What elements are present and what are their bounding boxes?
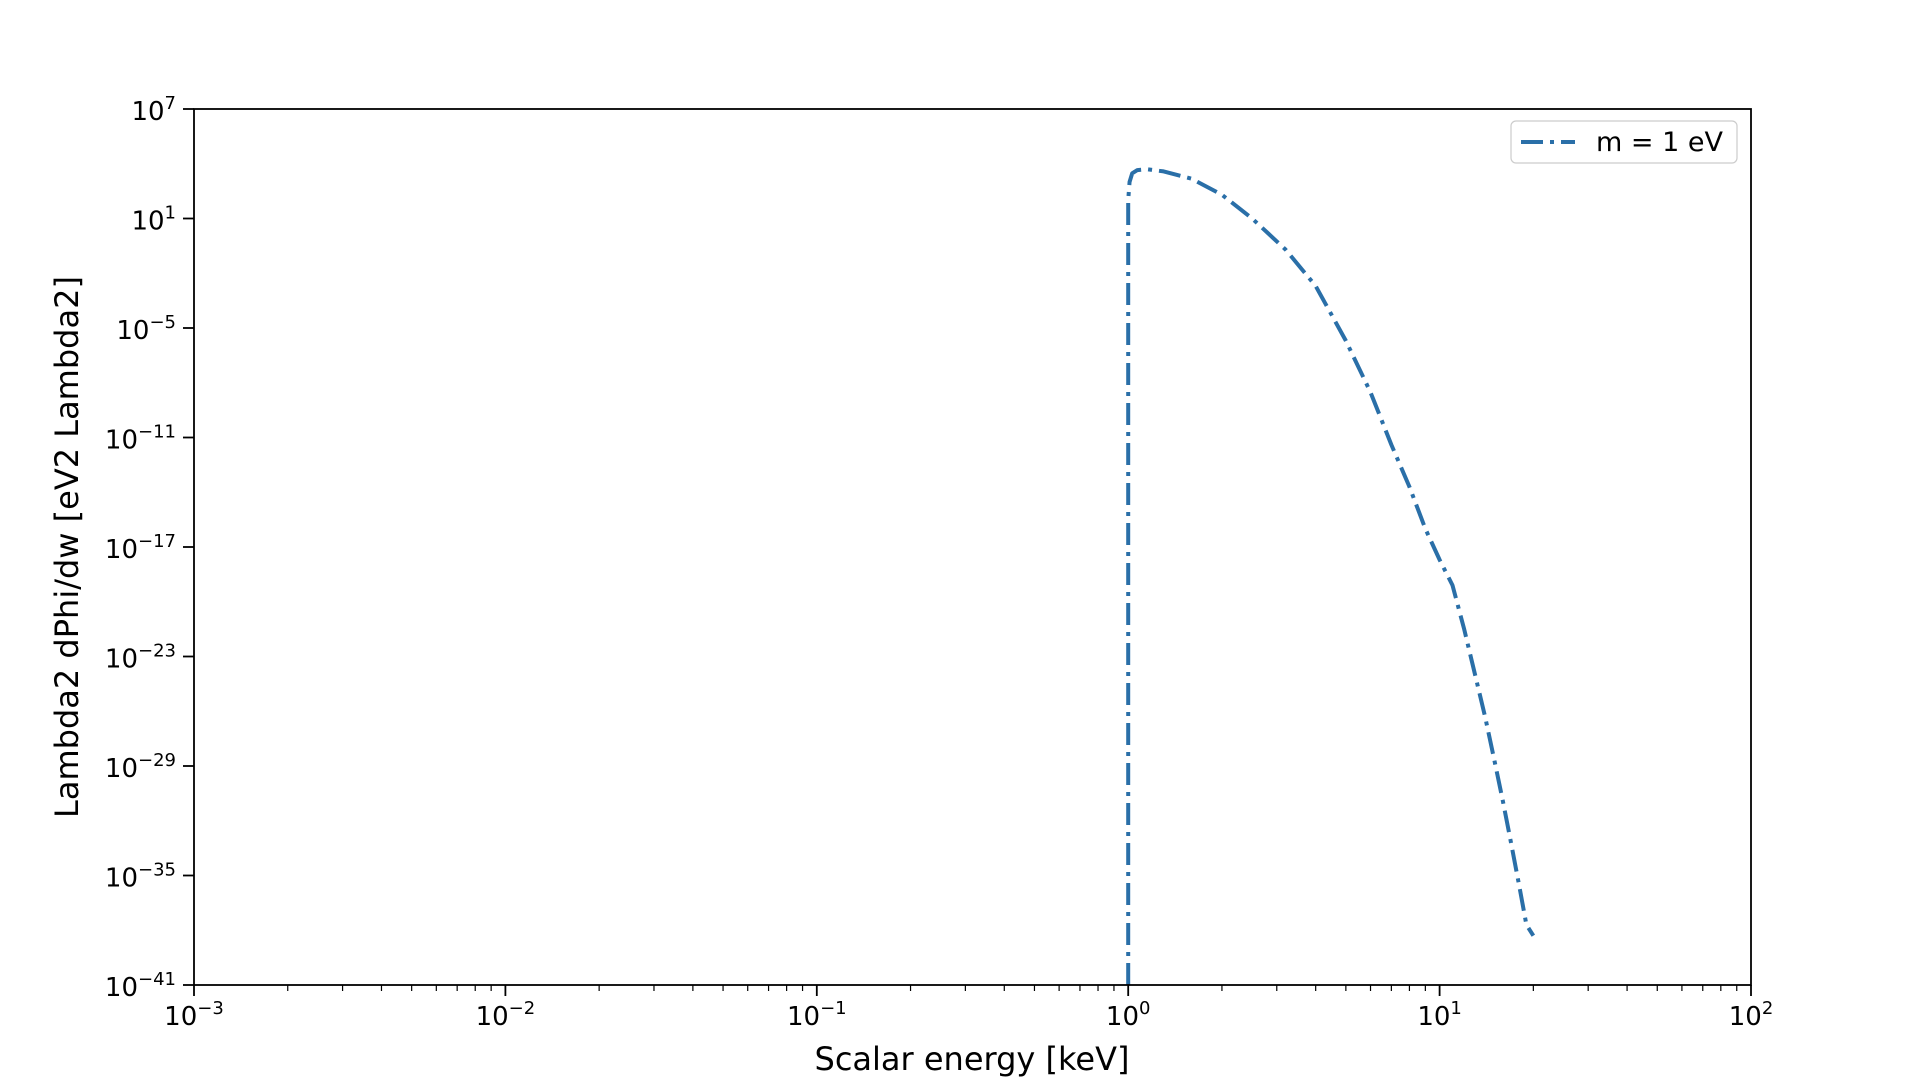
y-tick-base: 10 <box>105 645 138 675</box>
y-tick-label: 10−35 <box>105 860 176 894</box>
x-tick-base: 10 <box>1106 1002 1139 1032</box>
y-tick-exponent: 1 <box>165 203 176 224</box>
x-tick-exponent: 2 <box>1762 998 1773 1019</box>
x-tick-exponent: −1 <box>820 998 847 1019</box>
series-layer <box>1126 167 1536 985</box>
x-axis-ticks: 10−3 10−2 10−1 100 101 102 <box>164 985 1773 1032</box>
y-tick-base: 10 <box>116 316 149 346</box>
x-tick-label: 102 <box>1729 998 1774 1032</box>
y-tick-exponent: −23 <box>138 641 176 662</box>
y-tick-exponent: 7 <box>165 93 176 114</box>
y-tick-label: 10−11 <box>105 422 176 456</box>
x-tick-label: 10−1 <box>787 998 847 1032</box>
y-tick-base: 10 <box>131 207 164 237</box>
y-tick-label: 101 <box>131 203 176 237</box>
y-tick-label: 10−17 <box>105 531 176 565</box>
x-tick-label: 10−3 <box>164 998 224 1032</box>
y-tick-label: 10−29 <box>105 750 176 784</box>
y-tick-label: 10−5 <box>116 312 176 346</box>
y-tick-label: 107 <box>131 93 176 127</box>
y-tick-base: 10 <box>105 535 138 565</box>
y-tick-base: 10 <box>105 754 138 784</box>
x-tick-exponent: 1 <box>1450 998 1461 1019</box>
x-tick-label: 10−2 <box>476 998 536 1032</box>
x-axis-label: Scalar energy [keV] <box>815 1040 1130 1078</box>
y-tick-exponent: −11 <box>138 422 176 443</box>
y-tick-exponent: −5 <box>149 312 176 333</box>
series-line <box>1126 167 1536 985</box>
y-tick-base: 10 <box>105 973 138 1003</box>
legend: m = 1 eV <box>1510 120 1738 164</box>
x-tick-base: 10 <box>164 1002 197 1032</box>
x-tick-label: 100 <box>1106 998 1151 1032</box>
y-tick-exponent: −41 <box>138 969 176 990</box>
x-tick-base: 10 <box>1729 1002 1762 1032</box>
x-tick-exponent: 0 <box>1139 998 1150 1019</box>
y-axis-label: Lambda2 dPhi/dw [eV2 Lambda2] <box>48 276 86 818</box>
x-tick-base: 10 <box>787 1002 820 1032</box>
y-tick-exponent: −35 <box>138 860 176 881</box>
legend-label: m = 1 eV <box>1596 127 1723 158</box>
x-tick-base: 10 <box>1417 1002 1450 1032</box>
y-tick-base: 10 <box>105 426 138 456</box>
x-tick-base: 10 <box>476 1002 509 1032</box>
y-tick-exponent: −29 <box>138 750 176 771</box>
y-tick-base: 10 <box>131 97 164 127</box>
y-tick-label: 10−41 <box>105 969 176 1003</box>
y-tick-exponent: −17 <box>138 531 176 552</box>
x-tick-label: 101 <box>1417 998 1462 1032</box>
x-tick-exponent: −3 <box>197 998 224 1019</box>
legend-box <box>1510 120 1738 164</box>
x-tick-exponent: −2 <box>509 998 536 1019</box>
y-tick-base: 10 <box>105 864 138 894</box>
y-tick-label: 10−23 <box>105 641 176 675</box>
